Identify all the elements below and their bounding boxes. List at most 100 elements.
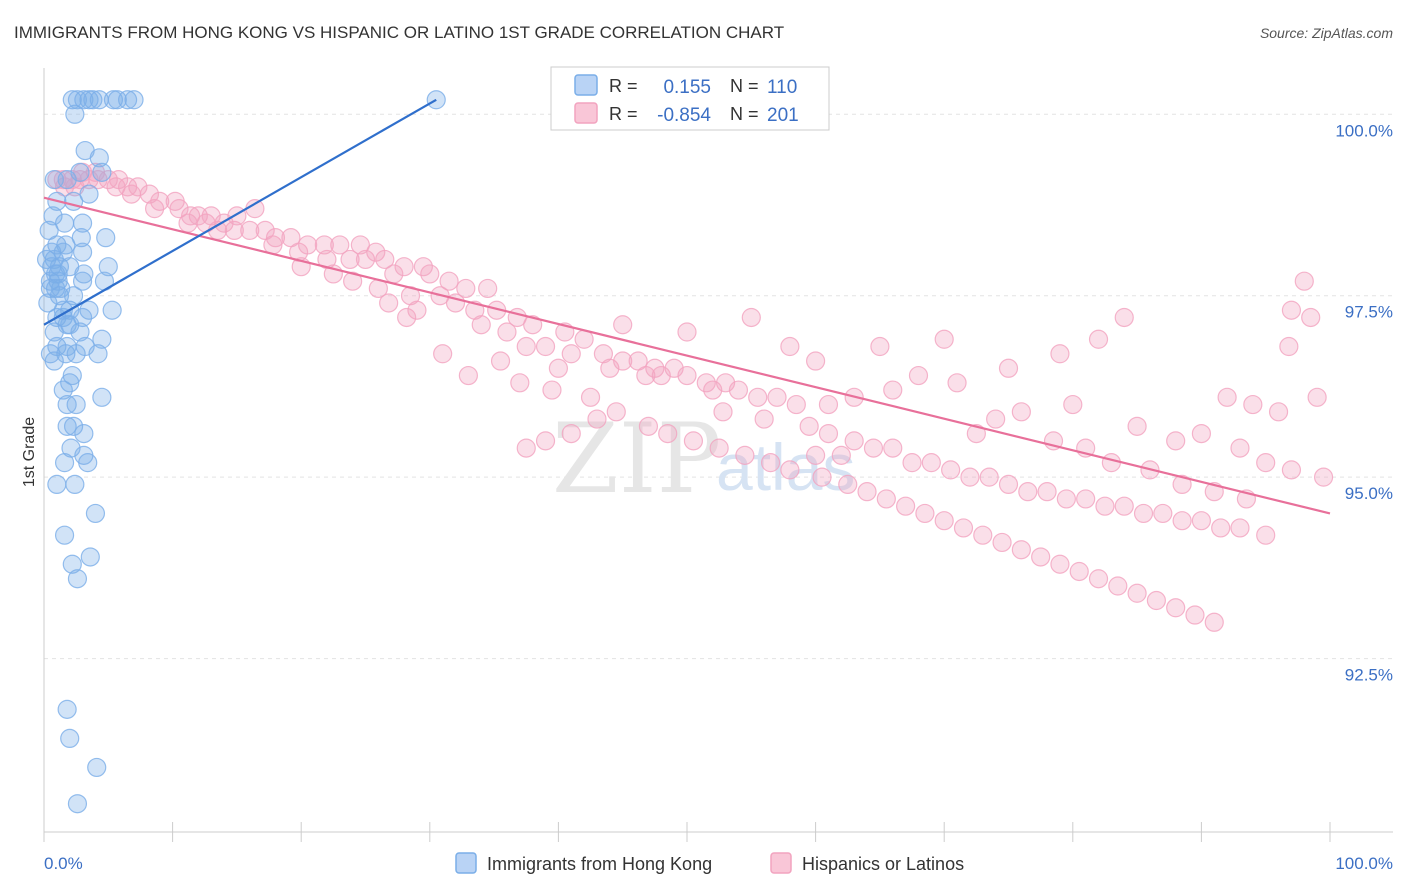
hispanic-point-159 (1307, 387, 1327, 407)
hispanic-point-16 (139, 184, 160, 204)
hongkong-point-70 (62, 365, 82, 386)
legend-bottom-label-hongkong: Immigrants from Hong Kong (487, 854, 712, 874)
hispanic-point-83 (767, 387, 787, 407)
hongkong-point-53 (102, 300, 122, 320)
hispanic-point-62 (471, 315, 491, 335)
hispanic-point-191 (986, 409, 1006, 429)
hispanic-point-105 (1114, 496, 1134, 516)
hispanic-point-63 (497, 322, 517, 342)
hongkong-point-73 (92, 387, 112, 407)
hispanic-point-174 (613, 315, 633, 335)
hispanic-point-87 (799, 416, 819, 436)
hispanic-point-149 (1127, 583, 1147, 603)
hispanic-point-172 (741, 307, 761, 328)
hispanic-point-49 (420, 264, 440, 284)
x-axis-ticks (43, 822, 1331, 842)
hongkong-point-89 (67, 569, 88, 589)
hispanic-point-138 (915, 503, 935, 524)
hispanic-point-120 (490, 351, 511, 371)
hongkong-point-84 (65, 474, 85, 494)
hongkong-point-38 (74, 264, 94, 284)
hispanic-point-95 (921, 453, 941, 473)
hongkong-point-82 (78, 453, 98, 473)
hispanic-point-176 (561, 424, 581, 444)
hispanic-point-136 (876, 489, 896, 509)
hispanic-point-84 (786, 394, 806, 415)
hongkong-point-86 (54, 525, 75, 545)
hispanic-point-187 (1256, 453, 1276, 473)
hongkong-point-61 (92, 329, 112, 349)
hongkong-point-77 (63, 416, 84, 436)
hispanic-point-68 (561, 344, 581, 364)
hongkong-point-8 (117, 90, 138, 110)
y-tick-label-1: 97.5% (1345, 303, 1393, 322)
hispanic-point-183 (1127, 416, 1147, 436)
legend-bottom-label-hispanic: Hispanics or Latinos (802, 854, 964, 874)
legend-top-swatch-blue (574, 74, 598, 96)
legend-r-label-pink: R = (609, 104, 638, 124)
hispanic-point-184 (1166, 431, 1186, 451)
hispanic-point-122 (542, 380, 562, 400)
hispanic-point-36 (314, 235, 334, 255)
hispanic-point-195 (1101, 453, 1121, 473)
hispanic-point-189 (1313, 467, 1334, 487)
hispanic-point-93 (831, 445, 851, 465)
legend-bottom-swatch-blue (455, 852, 477, 874)
hongkong-point-0 (62, 90, 82, 110)
hispanic-point-139 (934, 511, 954, 531)
hispanic-point-188 (1281, 460, 1302, 480)
hispanic-point-102 (1056, 489, 1076, 509)
hispanic-point-144 (1031, 547, 1051, 567)
hispanic-point-164 (1050, 344, 1070, 364)
hongkong-point-10 (65, 104, 85, 124)
legend-top-swatch-pink (574, 102, 598, 124)
hongkong-point-68 (88, 344, 108, 364)
hispanic-point-20 (169, 199, 189, 219)
hispanic-point-132 (780, 460, 800, 480)
hongkong-point-29 (72, 242, 93, 262)
hispanic-point-171 (780, 336, 800, 357)
hongkong-point-47 (49, 286, 70, 306)
hispanic-point-146 (1069, 561, 1089, 582)
hispanic-point-101 (1037, 482, 1057, 502)
hispanic-point-45 (375, 249, 395, 270)
hispanic-point-129 (709, 438, 729, 458)
hispanic-point-85 (713, 402, 733, 422)
hispanic-point-134 (838, 474, 858, 494)
hispanic-point-190 (966, 424, 986, 444)
hispanic-point-121 (510, 373, 530, 393)
hispanic-point-67 (535, 336, 556, 357)
hispanic-point-185 (1191, 424, 1212, 444)
hispanic-point-154 (1217, 387, 1237, 407)
x-tick-label-left: 0.0% (44, 854, 83, 873)
hispanic-point-76 (677, 365, 697, 386)
hongkong-point-49 (38, 293, 58, 313)
hispanic-point-133 (812, 467, 832, 487)
hispanic-point-15 (121, 184, 142, 204)
hispanic-point-46 (394, 257, 414, 277)
hispanic-point-94 (902, 453, 922, 473)
hispanic-point-150 (1146, 590, 1166, 611)
hongkong-point-83 (47, 474, 67, 494)
trend-lines (43, 98, 1331, 515)
hispanic-point-124 (580, 387, 601, 407)
hispanic-point-192 (1011, 402, 1031, 422)
hispanic-point-91 (883, 438, 903, 458)
hispanic-point-145 (1050, 554, 1070, 574)
hongkong-point-9 (124, 90, 144, 110)
hongkong-point-52 (79, 300, 99, 320)
hispanic-point-38 (350, 235, 370, 255)
hongkong-point-81 (54, 453, 75, 473)
hispanic-point-104 (1095, 496, 1115, 516)
hispanic-point-31 (224, 220, 244, 240)
hongkong-point-78 (74, 424, 94, 444)
hispanic-point-123 (548, 358, 569, 378)
hongkong-point-75 (66, 394, 86, 415)
hispanic-point-155 (1243, 394, 1263, 415)
hispanic-point-130 (735, 445, 755, 465)
hispanic-point-182 (1063, 394, 1083, 415)
hispanic-point-110 (1211, 518, 1231, 538)
x-tick-label-right: 100.0% (1335, 854, 1393, 873)
hispanic-point-14 (106, 177, 126, 197)
